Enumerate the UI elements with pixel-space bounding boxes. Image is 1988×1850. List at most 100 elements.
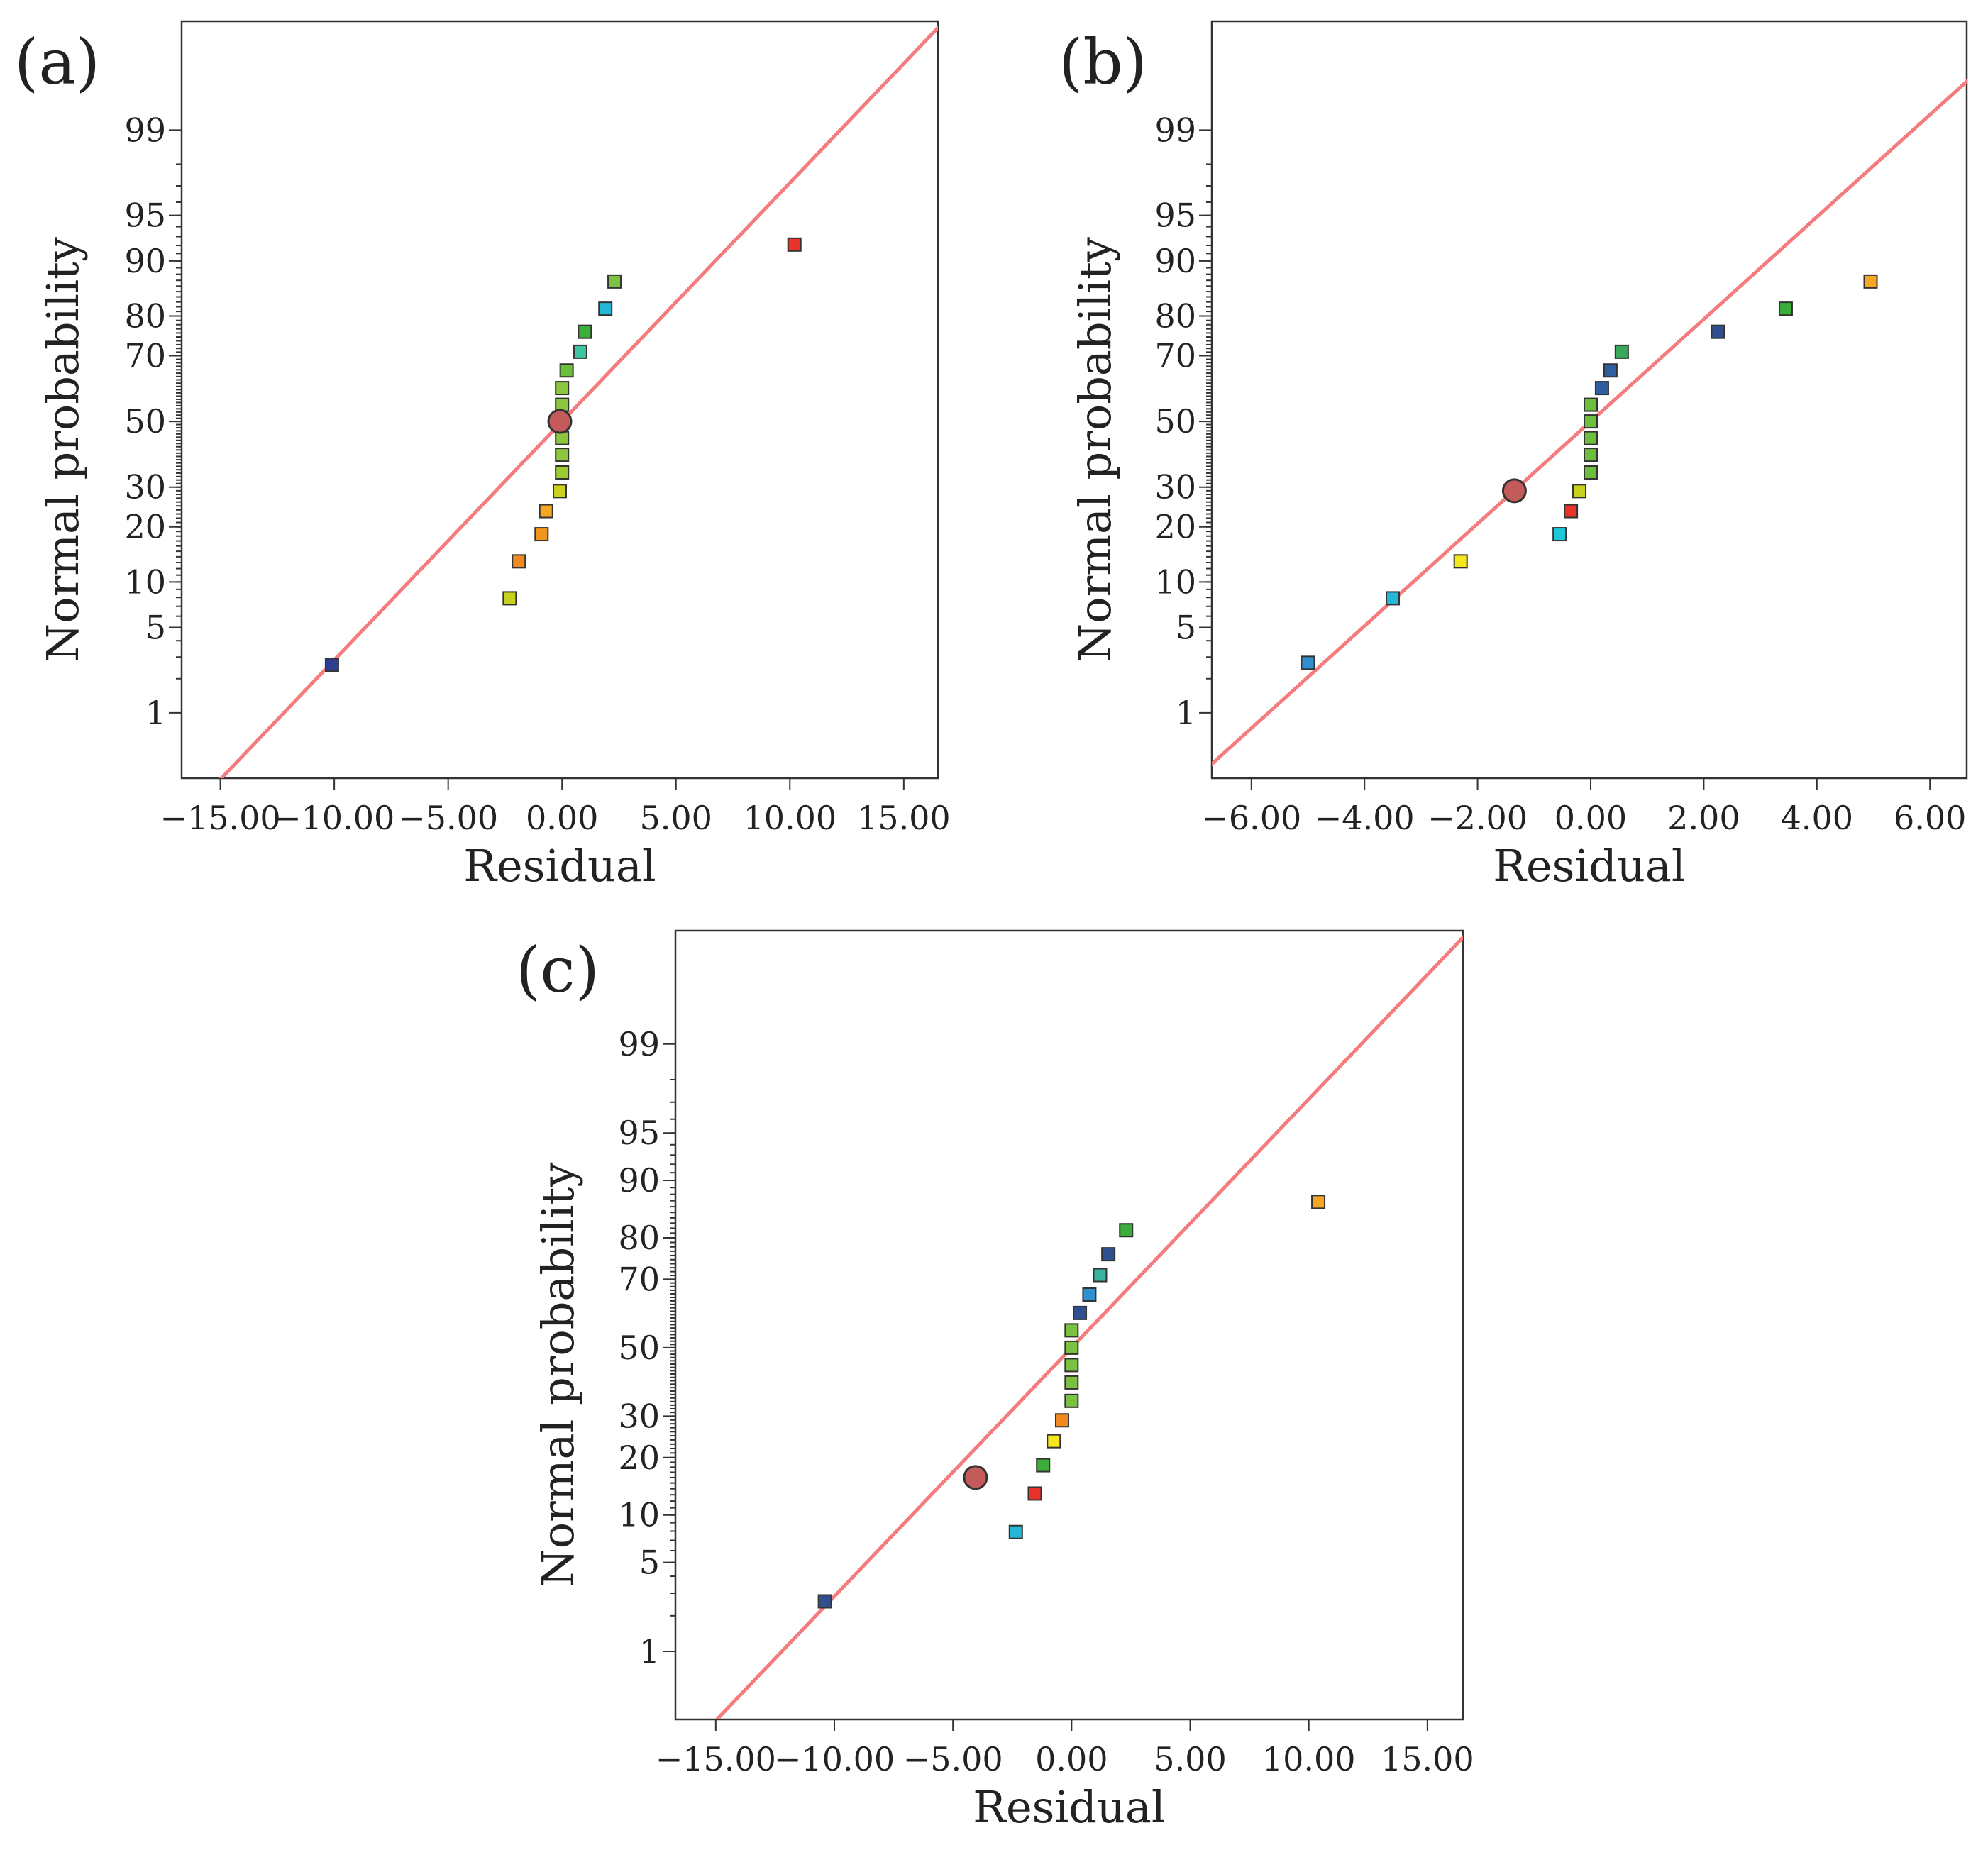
data-point-b-11 (1594, 381, 1609, 396)
x-tick-label-b: 4.00 (1781, 799, 1853, 837)
x-tick-label-b: 2.00 (1667, 799, 1740, 837)
y-tick-label-c: 70 (618, 1260, 660, 1298)
data-point-c-13 (1093, 1268, 1108, 1283)
data-point-c-2 (1027, 1486, 1042, 1501)
x-tick-label-b: −6.00 (1201, 799, 1301, 837)
data-point-a-17 (787, 237, 802, 252)
data-point-a-4 (539, 504, 553, 519)
x-tick-label-b: 6.00 (1894, 799, 1966, 837)
y-axis-title-a: Normal probability (37, 237, 89, 662)
y-axis-title-c: Normal probability (532, 1163, 584, 1588)
data-point-b-2 (1453, 554, 1468, 569)
y-tick-label-c: 90 (618, 1161, 660, 1200)
highlight-point-c (963, 1465, 988, 1490)
data-point-c-15 (1119, 1223, 1134, 1238)
highlight-point-b (1501, 478, 1527, 504)
data-point-b-6 (1583, 465, 1598, 480)
data-point-c-12 (1082, 1287, 1097, 1302)
x-tick-label-a: 5.00 (640, 799, 712, 837)
y-tick-label-c: 50 (618, 1329, 660, 1367)
y-tick-label-c: 1 (639, 1632, 660, 1671)
data-point-c-5 (1054, 1413, 1069, 1428)
data-point-a-15 (598, 301, 613, 316)
x-tick-label-b: 0.00 (1554, 799, 1627, 837)
data-point-c-11 (1073, 1305, 1088, 1320)
x-tick-label-a: −5.00 (398, 799, 498, 837)
y-axis-title-b: Normal probability (1069, 237, 1121, 662)
y-tick-label-c: 99 (618, 1025, 660, 1063)
x-tick-label-c: 0.00 (1035, 1740, 1108, 1778)
data-point-b-1 (1386, 591, 1401, 606)
y-tick-label-a: 20 (124, 508, 166, 546)
y-tick-label-b: 20 (1154, 508, 1196, 546)
reference-line-b (1212, 79, 1967, 767)
data-point-a-5 (553, 484, 567, 499)
y-tick-label-b: 90 (1154, 242, 1196, 280)
highlight-point-a (547, 409, 573, 434)
y-tick-label-c: 20 (618, 1439, 660, 1477)
x-tick-label-c: 15.00 (1381, 1740, 1474, 1778)
x-tick-label-b: −2.00 (1428, 799, 1528, 837)
data-point-c-0 (817, 1594, 832, 1609)
data-point-a-14 (578, 324, 592, 339)
y-tick-label-a: 1 (145, 694, 166, 732)
y-tick-label-b: 10 (1154, 563, 1196, 601)
data-point-b-4 (1564, 504, 1579, 519)
y-tick-label-a: 95 (124, 196, 166, 235)
y-tick-label-c: 95 (618, 1114, 660, 1152)
data-point-a-2 (512, 554, 526, 569)
reference-line-a (219, 25, 938, 778)
panel-label-b: (b) (1059, 26, 1147, 99)
y-tick-label-a: 90 (124, 242, 166, 280)
y-tick-label-a: 10 (124, 563, 166, 601)
x-tick-label-a: −15.00 (160, 799, 280, 837)
y-tick-label-c: 5 (639, 1544, 660, 1582)
x-tick-label-c: 10.00 (1262, 1740, 1356, 1778)
data-point-a-8 (555, 431, 570, 445)
x-tick-label-c: 5.00 (1154, 1740, 1226, 1778)
y-tick-label-a: 30 (124, 468, 166, 506)
data-point-a-3 (534, 527, 549, 542)
data-point-b-14 (1711, 324, 1725, 339)
data-point-b-16 (1863, 274, 1878, 289)
data-point-b-10 (1583, 397, 1598, 412)
data-point-c-3 (1036, 1458, 1051, 1473)
y-tick-label-c: 10 (618, 1496, 660, 1534)
data-point-a-16 (607, 274, 622, 289)
x-tick-label-a: −10.00 (274, 799, 394, 837)
x-tick-label-a: 15.00 (857, 799, 951, 837)
y-tick-label-c: 80 (618, 1219, 660, 1257)
x-axis-title-b: Residual (1493, 840, 1685, 892)
data-point-c-14 (1101, 1247, 1116, 1262)
y-tick-label-a: 50 (124, 402, 166, 441)
x-tick-label-a: 10.00 (743, 799, 836, 837)
y-tick-label-b: 70 (1154, 337, 1196, 375)
panel-label-a: (a) (14, 26, 100, 99)
y-tick-label-b: 99 (1154, 111, 1196, 149)
data-point-b-5 (1572, 484, 1587, 499)
y-tick-label-a: 70 (124, 337, 166, 375)
data-point-c-6 (1064, 1393, 1079, 1408)
data-point-c-16 (1311, 1195, 1326, 1209)
data-point-a-11 (555, 381, 570, 396)
y-tick-label-b: 95 (1154, 196, 1196, 235)
data-point-a-12 (559, 363, 574, 378)
data-point-b-12 (1603, 363, 1618, 378)
data-point-c-1 (1008, 1524, 1023, 1539)
x-axis-title-c: Residual (973, 1781, 1165, 1833)
data-point-b-13 (1614, 344, 1629, 359)
data-point-a-10 (555, 397, 570, 412)
data-point-a-7 (555, 448, 570, 462)
x-tick-label-c: −5.00 (903, 1740, 1003, 1778)
y-tick-label-b: 50 (1154, 402, 1196, 441)
y-tick-label-a: 5 (145, 609, 166, 647)
y-tick-label-c: 30 (618, 1397, 660, 1435)
data-point-b-3 (1552, 527, 1567, 542)
data-point-c-4 (1047, 1434, 1061, 1449)
reference-line-c (714, 934, 1463, 1719)
data-point-a-6 (555, 465, 570, 480)
data-point-c-7 (1064, 1375, 1079, 1390)
